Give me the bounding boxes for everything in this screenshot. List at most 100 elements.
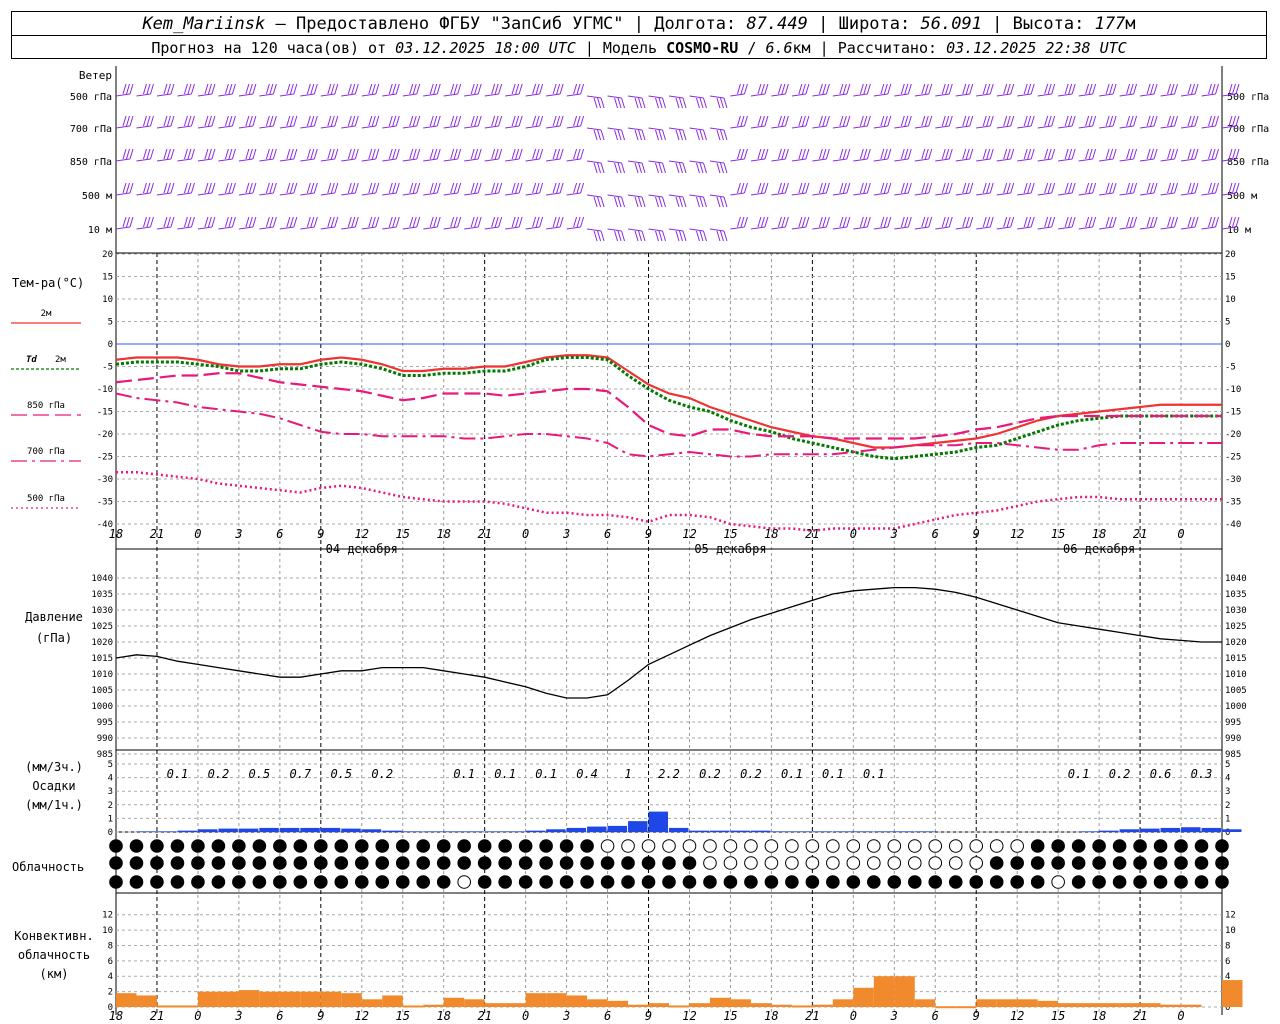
- hour-tick-label: 0: [1177, 1009, 1184, 1023]
- wind-barb-feather: [1211, 115, 1216, 127]
- wind-barb-feather: [388, 115, 393, 127]
- wind-barb-feather: [1232, 216, 1236, 228]
- cloud-symbol: [314, 875, 328, 889]
- hour-tick-label: 9: [973, 1009, 980, 1023]
- wind-barb-feather: [163, 182, 168, 194]
- wind-barb-feather: [409, 115, 414, 127]
- wind-barb-feather: [989, 148, 994, 160]
- wind-barb: [607, 228, 622, 232]
- wind-barb-feather: [289, 148, 294, 160]
- cloud-symbol: [1153, 839, 1168, 853]
- wind-barb-feather: [641, 162, 646, 174]
- wind-barb-feather: [1191, 148, 1196, 160]
- wind-barb: [730, 93, 745, 97]
- wind-barb: [115, 226, 131, 230]
- wind-barb-feather: [1092, 148, 1097, 160]
- model-slash: /: [747, 39, 757, 57]
- wind-barb-feather: [638, 230, 643, 242]
- wind-barb: [1037, 226, 1052, 230]
- wind-barb: [771, 158, 786, 162]
- precip-bar: [484, 831, 505, 832]
- precip-tick-label: 0: [108, 828, 113, 838]
- wind-barb-feather: [330, 148, 335, 160]
- wind-barb-feather: [846, 115, 851, 127]
- wind-barb-feather: [535, 148, 540, 160]
- cloud-symbol: [907, 839, 922, 853]
- precip-amount-label: 0.5: [249, 767, 271, 781]
- wind-barb-feather: [580, 83, 585, 95]
- cloud-symbol: [477, 856, 492, 870]
- wind-barb: [627, 160, 643, 164]
- wind-barb-feather: [1129, 148, 1134, 160]
- wind-barb: [853, 125, 868, 129]
- cloud-symbol: [1215, 839, 1229, 853]
- wind-barb-feather: [327, 182, 332, 194]
- wind-barb-feather: [662, 129, 666, 141]
- wind-barb-feather: [736, 216, 741, 228]
- wind-barb-feather: [740, 216, 745, 228]
- convective-bar: [1078, 1003, 1100, 1007]
- wind-barb-feather: [597, 196, 602, 208]
- wind-barb-feather: [535, 216, 540, 228]
- wind-barb-feather: [818, 83, 823, 95]
- wind-barb-feather: [453, 83, 458, 95]
- cloud-symbol: [682, 839, 697, 853]
- convective-bar: [546, 993, 567, 1007]
- precip-amount-label: 0.1: [863, 767, 885, 781]
- wind-barb: [1078, 93, 1093, 97]
- cloud-symbol: [826, 839, 840, 853]
- wind-barb-feather: [286, 115, 291, 127]
- wind-barb-feather: [1064, 182, 1069, 194]
- wind-barb-feather: [511, 148, 516, 160]
- precip-amount-label: 0.7: [289, 767, 311, 781]
- pressure-tick-label: 1005: [1225, 686, 1247, 696]
- wind-barb: [300, 226, 315, 230]
- wind-barb-feather: [880, 216, 885, 228]
- wind-barb: [894, 93, 909, 97]
- hour-tick-label: 12: [355, 527, 369, 541]
- wind-barb: [1221, 158, 1237, 162]
- wind-barb-feather: [429, 148, 434, 160]
- wind-barb-feather: [1044, 148, 1049, 160]
- wind-barb-feather: [736, 182, 741, 194]
- wind-barb-feather: [354, 216, 359, 228]
- temp-tick-label: -40: [1225, 520, 1241, 530]
- wind-barb-feather: [354, 182, 359, 194]
- wind-barb: [955, 192, 970, 196]
- pressure-tick-label: 1035: [91, 590, 113, 600]
- wind-barb-feather: [334, 83, 339, 95]
- wind-barb: [197, 158, 212, 162]
- convective-bar: [730, 999, 751, 1007]
- wind-barb-feather: [371, 182, 376, 194]
- wind-barb-feather: [1010, 115, 1015, 127]
- wind-barb-feather: [306, 216, 311, 228]
- cloud-symbol: [1112, 856, 1127, 870]
- wind-barb-feather: [1228, 148, 1233, 160]
- wind-barb: [197, 125, 212, 129]
- convective-title: Конвективн.: [14, 929, 93, 943]
- cloud-symbol: [518, 839, 533, 853]
- wind-barb-feather: [593, 196, 598, 208]
- wind-barb-feather: [1211, 182, 1216, 194]
- precip-bar: [382, 830, 402, 832]
- cloud-symbol: [580, 839, 594, 853]
- legend-label: Td: [26, 355, 37, 365]
- cloud-symbol: [416, 839, 431, 853]
- temp-tick-label: 15: [102, 273, 113, 283]
- wind-barb: [341, 226, 356, 230]
- wind-barb-feather: [1232, 148, 1236, 160]
- convective-bar: [812, 1004, 833, 1007]
- wind-barb-feather: [368, 182, 373, 194]
- wind-barb-feather: [1006, 83, 1011, 95]
- wind-barb: [771, 192, 786, 196]
- wind-barb-feather: [679, 196, 683, 208]
- cloud-symbol: [1071, 839, 1086, 853]
- wind-barb-feather: [1170, 148, 1175, 160]
- wind-barb: [1180, 125, 1196, 129]
- precip-amount-label: 2.2: [658, 767, 680, 781]
- wind-barb-feather: [511, 216, 516, 228]
- wind-barb-feather: [822, 83, 827, 95]
- wind-barb-feather: [272, 182, 277, 194]
- precip-amount-label: 0.2: [371, 767, 393, 781]
- date-label: 06 декабря: [1063, 542, 1135, 556]
